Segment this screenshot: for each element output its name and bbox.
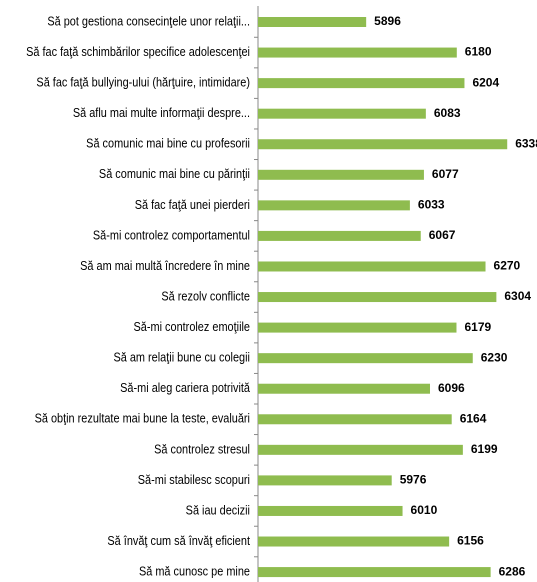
bar xyxy=(258,169,424,180)
value-label: 6179 xyxy=(464,320,491,334)
category-label: Să pot gestiona consecinţele unor relaţi… xyxy=(47,14,250,29)
bar xyxy=(258,475,392,486)
bar xyxy=(258,200,410,211)
category-label: Să-mi controlez comportamentul xyxy=(93,227,250,242)
value-label: 6083 xyxy=(434,106,461,120)
bar xyxy=(258,139,508,150)
category-labels: Să pot gestiona consecinţele unor relaţi… xyxy=(26,14,250,579)
bar xyxy=(258,230,421,241)
category-label: Să mă cunosc pe mine xyxy=(139,564,250,579)
value-label: 6156 xyxy=(457,534,484,548)
category-label: Să am mai multă încredere în mine xyxy=(80,258,250,273)
bar xyxy=(258,261,486,272)
bar xyxy=(258,505,403,516)
value-label: 6067 xyxy=(429,228,456,242)
category-label: Să aflu mai multe informaţii despre... xyxy=(73,105,250,120)
category-label: Să fac faţă bullying-ului (hărţuire, int… xyxy=(36,75,250,90)
value-label: 6230 xyxy=(481,350,508,364)
bar xyxy=(258,536,450,547)
category-label: Să controlez stresul xyxy=(154,441,250,456)
category-label: Să comunic mai bine cu profesorii xyxy=(86,136,250,151)
bar xyxy=(258,322,457,333)
category-label: Să obţin rezultate mai bune la teste, ev… xyxy=(35,411,250,426)
category-label: Să-mi stabilesc scopuri xyxy=(138,472,250,487)
category-label: Să fac faţă schimbărilor specifice adole… xyxy=(26,44,250,59)
category-label: Să învăţ cum să învăţ eficient xyxy=(107,533,250,548)
category-label: Să iau decizii xyxy=(186,502,250,517)
category-label: Să rezolv conflicte xyxy=(161,289,250,304)
value-label: 6286 xyxy=(499,564,526,578)
bar xyxy=(258,47,457,58)
value-label: 6180 xyxy=(465,45,492,59)
value-label: 6270 xyxy=(494,259,521,273)
bar xyxy=(258,567,491,578)
value-label: 6096 xyxy=(438,381,465,395)
value-label: 6304 xyxy=(504,289,531,303)
bar xyxy=(258,292,497,303)
category-label: Să fac faţă unei pierderi xyxy=(135,197,250,212)
bar xyxy=(258,108,426,119)
value-label: 6033 xyxy=(418,198,445,212)
value-label: 6077 xyxy=(432,167,459,181)
category-label: Să-mi controlez emoţiile xyxy=(134,319,251,334)
category-label: Să-mi aleg cariera potrivită xyxy=(120,380,250,395)
value-label: 5976 xyxy=(400,473,427,487)
bar xyxy=(258,78,465,89)
bar xyxy=(258,383,430,394)
value-label: 6164 xyxy=(460,411,487,425)
value-label: 5896 xyxy=(374,14,401,28)
category-label: Să am relaţii bune cu colegii xyxy=(113,350,250,365)
category-label: Să comunic mai bine cu părinţii xyxy=(99,166,250,181)
value-label: 6338 xyxy=(515,136,537,150)
bar xyxy=(258,17,367,27)
value-label: 6204 xyxy=(472,75,499,89)
bar xyxy=(258,353,473,364)
bar xyxy=(258,444,463,455)
bar xyxy=(258,414,452,425)
value-label: 6199 xyxy=(471,442,498,456)
value-label: 6010 xyxy=(411,503,438,517)
